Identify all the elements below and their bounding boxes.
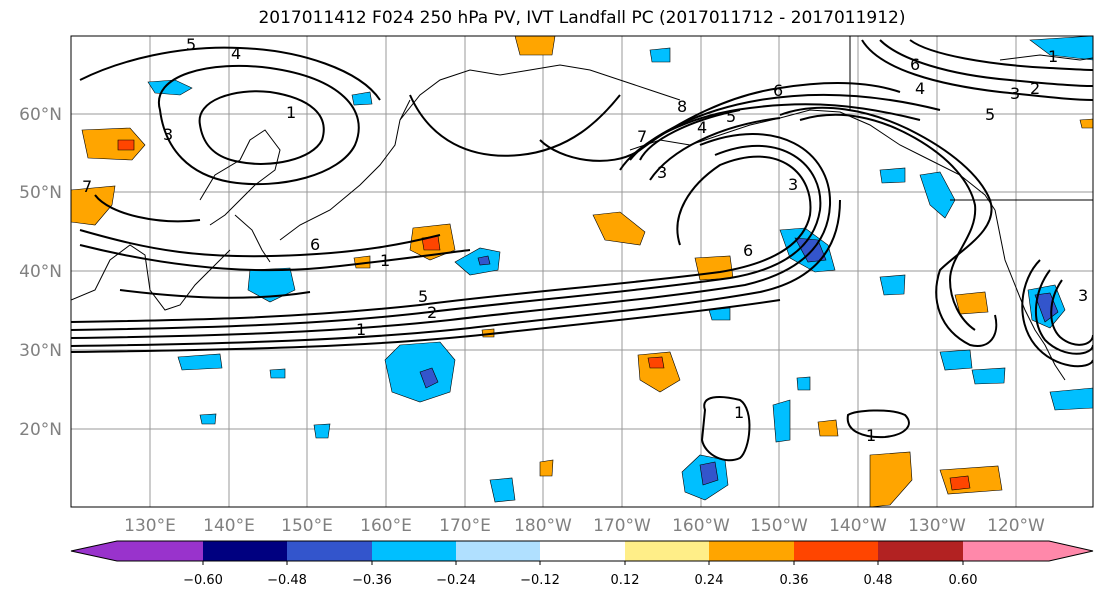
colorbar-tick-label: −0.48 — [267, 573, 307, 588]
contour-label: 8 — [677, 97, 687, 116]
lat-label-30n: 30°N — [19, 341, 62, 361]
contour-label: 1 — [1048, 47, 1058, 66]
contour-label: 1 — [380, 251, 390, 270]
contour-label: 6 — [310, 235, 320, 254]
colorbar-swatch — [71, 541, 117, 561]
lon-label: 170°E — [439, 516, 491, 536]
contour-label: 5 — [186, 35, 196, 54]
colorbar-outline — [70, 540, 1094, 562]
contour-label: 5 — [418, 287, 428, 306]
lon-label: 150°W — [750, 516, 808, 536]
lon-label: 120°W — [987, 516, 1045, 536]
colorbar-tick-label: 0.24 — [695, 573, 724, 588]
contour-label: 7 — [637, 127, 647, 146]
pv-contours — [71, 39, 1093, 462]
colorbar-swatch — [203, 541, 287, 561]
colorbar-swatch — [963, 541, 1049, 561]
lat-label-60n: 60°N — [19, 105, 62, 125]
contour-label: 5 — [726, 107, 736, 126]
lat-label-20n: 20°N — [19, 420, 62, 440]
lon-label: 130°W — [908, 516, 966, 536]
lat-label-50n: 50°N — [19, 183, 62, 203]
contour-label: 5 — [985, 105, 995, 124]
lon-label: 170°W — [593, 516, 651, 536]
contour-label: 4 — [697, 118, 707, 137]
gridlines — [71, 36, 1093, 507]
colorbar-swatch — [878, 541, 963, 561]
colorbar-tick-label: 0.60 — [949, 573, 978, 588]
lon-label: 160°W — [672, 516, 730, 536]
contour-label: 6 — [773, 81, 783, 100]
contour-label: 3 — [1078, 286, 1088, 305]
contour-label: 3 — [163, 125, 173, 144]
positive-anomaly-patches — [71, 36, 1093, 507]
colorbar-swatch — [372, 541, 456, 561]
lon-label: 140°E — [203, 516, 255, 536]
contour-label: 3 — [1010, 84, 1020, 103]
map-title: 2017011412 F024 250 hPa PV, IVT Landfall… — [258, 8, 906, 28]
lon-label: 130°E — [124, 516, 176, 536]
contour-label: 1 — [286, 103, 296, 122]
colorbar-tick-label: 0.48 — [864, 573, 893, 588]
lon-label: 140°W — [829, 516, 887, 536]
colorbar-swatch — [456, 541, 540, 561]
contour-label: 7 — [82, 177, 92, 196]
contour-label: 2 — [427, 303, 437, 322]
colorbar-tick-label: −0.24 — [436, 573, 476, 588]
colorbar-swatch — [117, 541, 203, 561]
colorbar-swatch — [709, 541, 794, 561]
colorbar: −0.60 −0.48 −0.36 −0.24 −0.12 0.12 0.24 … — [70, 540, 1094, 588]
colorbar-tick-label: −0.60 — [183, 573, 223, 588]
colorbar-tick-label: −0.12 — [520, 573, 560, 588]
contour-label: 3 — [657, 163, 667, 182]
contour-label: 1 — [866, 426, 876, 445]
colorbar-swatch — [625, 541, 709, 561]
colorbar-swatch — [287, 541, 372, 561]
lon-label: 160°E — [360, 516, 412, 536]
negative-anomaly-patches — [147, 36, 1093, 503]
contour-label: 4 — [231, 44, 241, 63]
colorbar-ticks — [202, 561, 964, 565]
colorbar-tick-label: −0.36 — [352, 573, 392, 588]
contour-label-group: 5 4 1 3 6 7 6 1 5 2 1 8 7 4 5 6 3 3 6 4 … — [82, 35, 1088, 445]
contour-label: 3 — [788, 175, 798, 194]
lon-label: 150°E — [281, 516, 333, 536]
colorbar-tick-label: 0.36 — [780, 573, 809, 588]
contour-label: 2 — [1030, 79, 1040, 98]
contour-label: 1 — [356, 320, 366, 339]
lon-label: 180°W — [514, 516, 572, 536]
colorbar-swatch — [540, 541, 625, 561]
longitude-labels: 130°E 140°E 150°E 160°E 170°E 180°W 170°… — [124, 516, 1045, 536]
colorbar-tick-label: 0.12 — [611, 573, 640, 588]
colorbar-swatch — [1049, 541, 1093, 561]
colorbar-swatch — [794, 541, 878, 561]
latitude-labels: 60°N 50°N 40°N 30°N 20°N — [19, 105, 62, 440]
lat-label-40n: 40°N — [19, 262, 62, 282]
contour-label: 6 — [743, 241, 753, 260]
contour-label: 4 — [915, 79, 925, 98]
contour-label: 6 — [910, 55, 920, 74]
map-frame — [70, 35, 1094, 508]
contour-label: 1 — [734, 403, 744, 422]
